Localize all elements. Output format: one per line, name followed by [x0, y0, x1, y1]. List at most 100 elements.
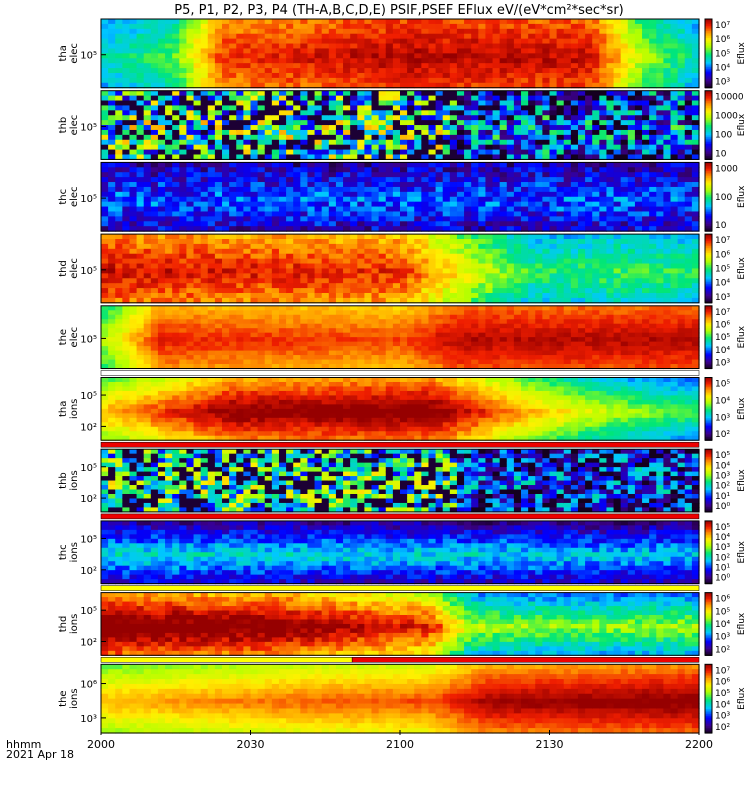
spectrogram-cell [328, 125, 337, 131]
spectrogram-cell [193, 129, 202, 136]
spectrogram-cell [521, 226, 529, 232]
spectrogram-cell [606, 48, 615, 54]
spectrogram-cell [592, 28, 600, 35]
spectrogram-cell [108, 273, 116, 279]
spectrogram-cell [499, 95, 508, 102]
spectrogram-cell [371, 239, 380, 245]
spectrogram-cell [506, 53, 515, 59]
colorbar-cell [705, 273, 712, 276]
spectrogram-cell [570, 82, 579, 89]
spectrogram-cell [684, 120, 693, 126]
spectrogram-cell [378, 110, 387, 116]
spectrogram-cell [620, 226, 629, 232]
spectrogram-cell [243, 263, 252, 270]
spectrogram-cell [136, 149, 145, 156]
spectrogram-cell [157, 58, 166, 64]
spectrogram-cell [471, 243, 479, 250]
spectrogram-cell [321, 28, 330, 35]
spectrogram-cell [165, 288, 173, 294]
spectrogram-cell [357, 105, 366, 111]
spectrogram-cell [343, 82, 351, 89]
spectrogram-cell [392, 120, 401, 126]
spectrogram-cell [606, 243, 615, 250]
spectrogram-cell [343, 182, 351, 188]
spectrogram-cell [400, 58, 408, 64]
spectrogram-cell [592, 77, 600, 84]
spectrogram-cell [222, 273, 230, 279]
spectrogram-cell [286, 297, 294, 304]
spectrogram-cell [585, 129, 593, 136]
spectrogram-cell [314, 273, 323, 279]
spectrogram-cell [471, 33, 479, 40]
spectrogram-cell [634, 253, 643, 260]
spectrogram-cell [321, 172, 330, 178]
spectrogram-cell [656, 100, 665, 107]
spectrogram-cell [528, 191, 536, 198]
spectrogram-cell [229, 162, 237, 168]
spectrogram-cell [556, 201, 565, 208]
spectrogram-cell [407, 278, 415, 284]
spectrogram-cell [129, 120, 138, 126]
spectrogram-cell [314, 95, 323, 102]
spectrogram-cell [428, 33, 437, 40]
spectrogram-cell [485, 129, 494, 136]
spectrogram-cell [642, 23, 650, 30]
spectrogram-cell [528, 201, 536, 208]
spectrogram-cell [243, 234, 252, 240]
spectrogram-cell [606, 211, 615, 217]
spectrogram-cell [663, 154, 672, 160]
spectrogram-cell [129, 68, 138, 74]
spectrogram-cell [414, 77, 422, 84]
spectrogram-cell [357, 120, 366, 126]
spectrogram-cell [385, 221, 394, 227]
spectrogram-cell [207, 297, 216, 304]
spectrogram-cell [649, 33, 657, 40]
spectrogram-cell [136, 125, 145, 131]
colorbar-cell [705, 289, 712, 292]
spectrogram-cell [570, 288, 579, 294]
spectrogram-cell [165, 68, 173, 74]
spectrogram-cell [485, 221, 494, 227]
spectrogram-cell [278, 292, 287, 299]
spectrogram-cell [414, 90, 422, 97]
spectrogram-cell [649, 110, 657, 116]
spectrogram-cell [649, 177, 657, 183]
spectrogram-cell [442, 162, 451, 168]
spectrogram-cell [243, 297, 252, 304]
spectrogram-cell [150, 258, 159, 265]
spectrogram-cell [321, 177, 330, 183]
spectrogram-cell [115, 23, 123, 30]
spectrogram-cell [563, 182, 572, 188]
spectrogram-cell [378, 206, 387, 213]
colorbar-cell [705, 292, 712, 295]
spectrogram-cell [449, 90, 458, 97]
spectrogram-cell [101, 182, 109, 188]
colorbar-cell [705, 195, 712, 198]
spectrogram-cell [670, 63, 679, 69]
spectrogram-cell [556, 125, 565, 131]
spectrogram-cell [407, 129, 415, 136]
spectrogram-cell [485, 201, 494, 208]
spectrogram-cell [222, 105, 230, 111]
spectrogram-cell [663, 115, 672, 121]
spectrogram-cell [656, 90, 665, 97]
spectrogram-cell [414, 243, 422, 250]
spectrogram-cell [314, 23, 323, 30]
spectrogram-cell [684, 77, 693, 84]
spectrogram-cell [335, 110, 344, 116]
spectrogram-cell [278, 77, 287, 84]
spectrogram-cell [200, 268, 209, 274]
spectrogram-cell [492, 95, 501, 102]
spectrogram-cell [108, 201, 116, 208]
spectrogram-cell [656, 33, 665, 40]
spectrogram-cell [521, 278, 529, 284]
spectrogram-cell [592, 82, 600, 89]
spectrogram-cell [428, 58, 437, 64]
spectrogram-cell [542, 172, 551, 178]
spectrogram-cell [243, 72, 252, 79]
spectrogram-cell [642, 115, 650, 121]
spectrogram-cell [407, 292, 415, 299]
spectrogram-cell [627, 186, 636, 193]
spectrogram-cell [335, 211, 344, 217]
spectrogram-cell [143, 110, 152, 116]
